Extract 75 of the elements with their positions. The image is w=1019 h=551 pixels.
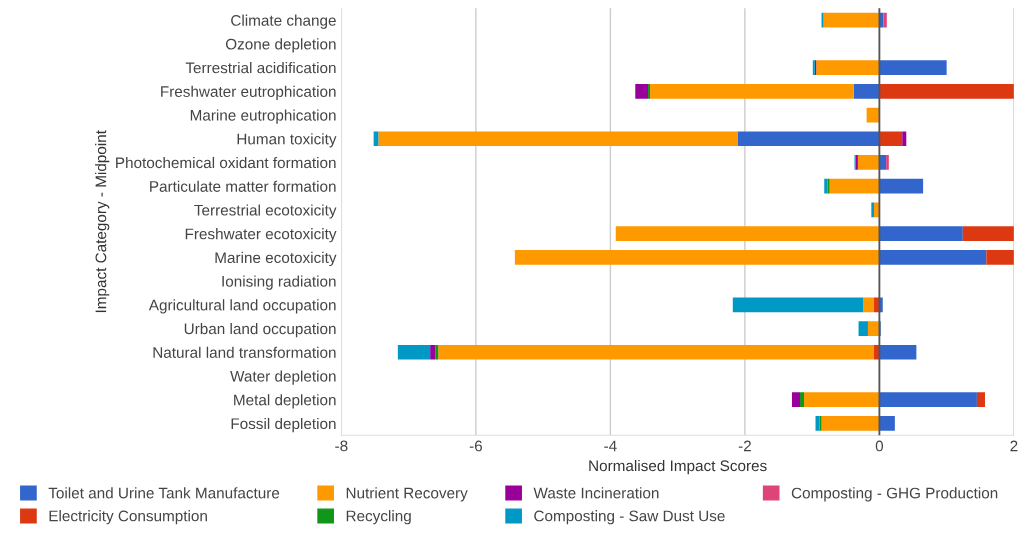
legend-label: Composting - Saw Dust Use — [534, 510, 725, 525]
bar — [823, 12, 880, 28]
x-tick-label: -2 — [738, 440, 751, 452]
bar — [879, 250, 987, 265]
bar — [902, 131, 907, 147]
y-tick-label: Metal depletion — [234, 394, 336, 409]
bar — [819, 416, 822, 431]
y-tick-label: Natural land transformation — [153, 346, 336, 358]
legend-label: Toilet and Urine Tank Manufacture — [48, 487, 280, 499]
bar — [648, 83, 651, 99]
legend-label: Electricity Consumption — [49, 510, 207, 525]
bar — [800, 392, 805, 408]
x-tick-label: 2 — [1010, 440, 1018, 452]
y-tick-label: Water depletion — [230, 370, 336, 385]
bar — [635, 83, 649, 99]
bar — [397, 344, 431, 360]
bar — [804, 392, 880, 408]
bar — [976, 392, 985, 408]
bar — [378, 131, 738, 147]
bar — [737, 131, 880, 147]
bar — [867, 321, 880, 336]
bar — [857, 155, 880, 170]
y-tick-label: Climate change — [231, 14, 336, 29]
bar — [815, 416, 820, 431]
bar — [879, 226, 963, 241]
legend-label: Recycling — [346, 510, 411, 525]
bar — [791, 392, 801, 408]
bar — [879, 392, 977, 408]
y-tick-label: Terrestrial ecotoxicity — [194, 204, 337, 219]
y-tick-label: Marine ecotoxicity — [215, 251, 337, 267]
y-tick-label: Particulate matter formation — [150, 180, 336, 192]
y-tick-label: Ionising radiation — [222, 275, 336, 290]
bar — [732, 297, 864, 313]
bar — [879, 416, 895, 431]
bar — [879, 344, 917, 360]
bar — [879, 178, 924, 194]
x-tick-label: -8 — [335, 440, 348, 452]
bar — [871, 202, 875, 218]
y-tick-label: Terrestrial acidification — [185, 62, 336, 74]
bar — [883, 12, 887, 28]
y-tick-label: Urban land occupation — [184, 323, 336, 338]
bar — [858, 321, 868, 336]
bar — [886, 155, 889, 170]
x-tick-label: 0 — [875, 440, 884, 452]
bar — [430, 344, 436, 360]
y-tick-label: Human toxicity — [237, 133, 337, 148]
bar — [853, 83, 880, 99]
x-tick-label: -6 — [469, 440, 482, 452]
bar — [650, 83, 854, 99]
bar — [829, 178, 880, 194]
bar — [962, 226, 1014, 241]
y-tick-label: Agricultural land occupation — [148, 299, 336, 314]
bar — [438, 344, 875, 360]
bar — [879, 131, 903, 147]
y-tick-label: Freshwater eutrophication — [161, 85, 336, 100]
bar — [821, 416, 880, 431]
bar — [821, 12, 824, 28]
y-tick-label: Freshwater ecotoxicity — [185, 228, 337, 243]
legend-label: Nutrient Recovery — [346, 487, 468, 502]
bar — [986, 250, 1014, 265]
bar — [879, 60, 947, 75]
y-tick-label: Marine eutrophication — [190, 109, 336, 124]
y-tick-label: Fossil depletion — [231, 417, 336, 433]
x-tick-label: -4 — [604, 440, 617, 452]
bar — [879, 83, 1014, 99]
bar — [816, 60, 880, 75]
bar — [514, 250, 880, 265]
y-tick-label: Ozone depletion — [225, 38, 336, 53]
x-axis-title: Normalised Impact Scores — [589, 459, 767, 475]
legend-label: Composting - GHG Production — [791, 487, 998, 502]
bar — [863, 297, 875, 313]
y-axis-title: Impact Category - Midpoint — [95, 130, 110, 313]
legend-label: Waste Incineration — [533, 487, 659, 499]
y-tick-label: Photochemical oxidant formation — [116, 156, 336, 169]
bar — [615, 226, 880, 241]
